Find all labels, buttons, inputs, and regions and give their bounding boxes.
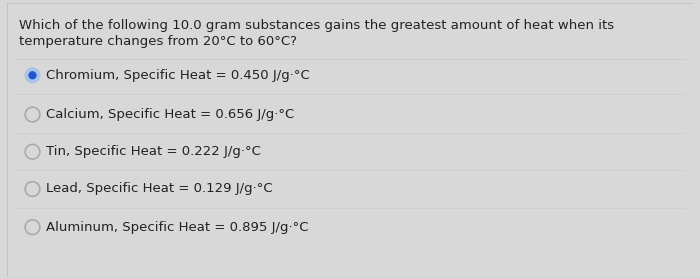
Circle shape [25, 68, 40, 83]
Text: Calcium, Specific Heat = 0.656 J/g·°C: Calcium, Specific Heat = 0.656 J/g·°C [46, 108, 295, 121]
Text: Tin, Specific Heat = 0.222 J/g·°C: Tin, Specific Heat = 0.222 J/g·°C [46, 145, 261, 158]
Circle shape [29, 72, 36, 79]
Text: Which of the following 10.0 gram substances gains the greatest amount of heat wh: Which of the following 10.0 gram substan… [19, 20, 614, 32]
Text: Chromium, Specific Heat = 0.450 J/g·°C: Chromium, Specific Heat = 0.450 J/g·°C [46, 69, 310, 82]
Text: Lead, Specific Heat = 0.129 J/g·°C: Lead, Specific Heat = 0.129 J/g·°C [46, 182, 273, 196]
Text: Aluminum, Specific Heat = 0.895 J/g·°C: Aluminum, Specific Heat = 0.895 J/g·°C [46, 221, 309, 234]
Text: temperature changes from 20°C to 60°C?: temperature changes from 20°C to 60°C? [19, 35, 297, 48]
